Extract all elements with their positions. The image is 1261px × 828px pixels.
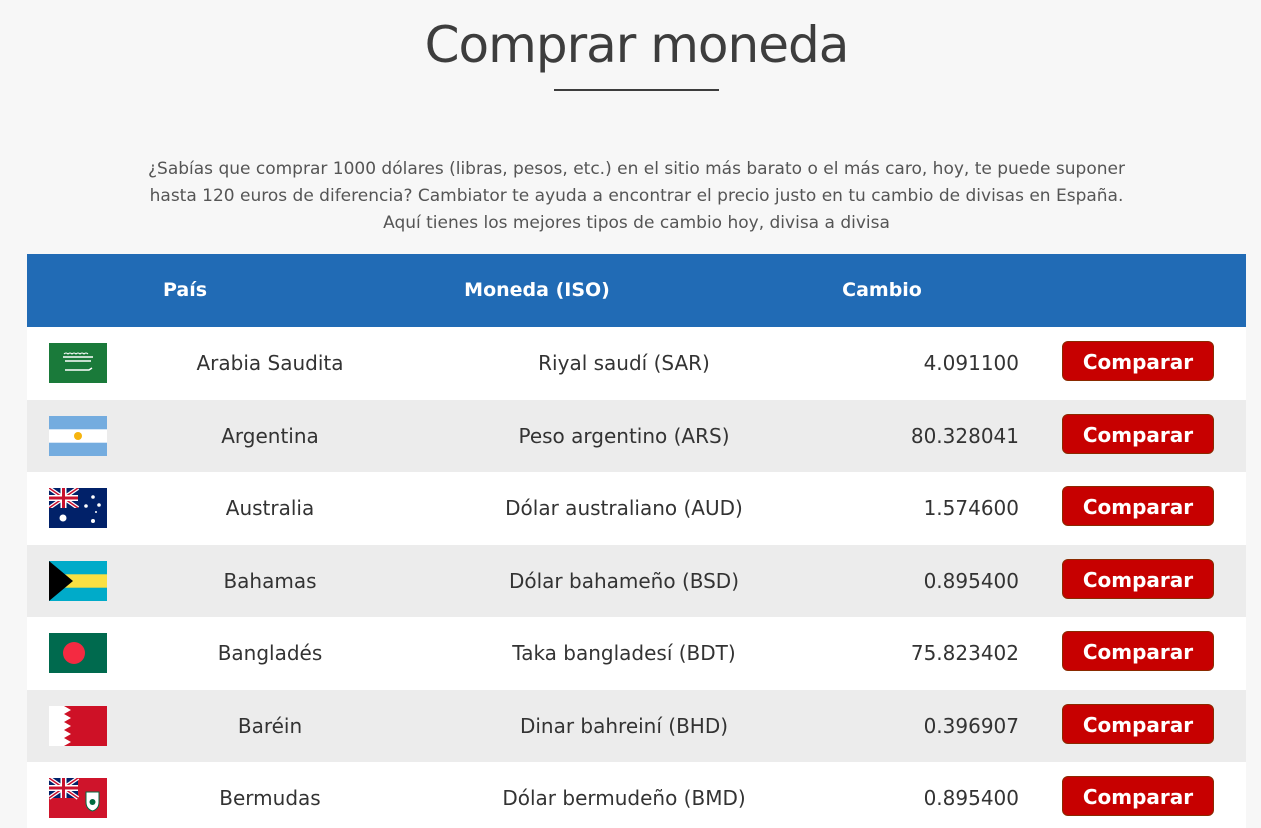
bermuda-flag-icon bbox=[49, 778, 107, 818]
exchange-rate: 0.396907 bbox=[923, 713, 1019, 738]
country-name: Arabia Saudita bbox=[196, 351, 344, 375]
table-row: Bangladés Taka bangladesí (BDT) 75.82340… bbox=[27, 617, 1246, 690]
intro-text: ¿Sabías que comprar 1000 dólares (libras… bbox=[100, 156, 1173, 237]
bahamas-flag-icon bbox=[49, 560, 107, 601]
table-row: Baréin Dinar bahreiní (BHD) 0.396907 Com… bbox=[27, 689, 1246, 762]
country-name: Argentina bbox=[221, 423, 319, 448]
compare-button[interactable]: Comparar bbox=[1062, 413, 1214, 454]
currency-name: Dólar bahameño (BSD) bbox=[508, 568, 740, 593]
country-name: Baréin bbox=[237, 713, 303, 738]
compare-button[interactable]: Comparar bbox=[1062, 703, 1214, 744]
intro-line: ¿Sabías que comprar 1000 dólares (libras… bbox=[148, 159, 1125, 179]
country-name: Bahamas bbox=[223, 568, 317, 593]
compare-button[interactable]: Comparar bbox=[1062, 631, 1214, 671]
bangladesh-flag-icon bbox=[49, 633, 107, 673]
compare-button[interactable]: Comparar bbox=[1062, 341, 1214, 381]
table-row: Bermudas Dólar bermudeño (BMD) 0.895400 … bbox=[27, 762, 1246, 828]
currency-name: Peso argentino (ARS) bbox=[518, 423, 730, 448]
table-header: País Moneda (ISO) Cambio bbox=[27, 254, 1246, 327]
saudi-arabia-flag-icon bbox=[49, 343, 107, 383]
header-country: País bbox=[162, 279, 208, 301]
country-name: Bermudas bbox=[219, 786, 321, 810]
bahrain-flag-icon bbox=[49, 705, 107, 746]
currency-name: Dólar bermudeño (BMD) bbox=[502, 786, 746, 810]
exchange-rate: 75.823402 bbox=[910, 641, 1019, 665]
table-row: Arabia Saudita Riyal saudí (SAR) 4.09110… bbox=[27, 327, 1246, 400]
currency-name: Riyal saudí (SAR) bbox=[538, 351, 710, 375]
country-name: Bangladés bbox=[217, 641, 323, 665]
header-rate: Cambio bbox=[842, 279, 922, 301]
table-row: Argentina Peso argentino (ARS) 80.328041… bbox=[27, 399, 1246, 472]
table-row: Australia Dólar australiano (AUD) 1.5746… bbox=[27, 472, 1246, 545]
title-underline bbox=[554, 89, 719, 91]
page-title: Comprar moneda bbox=[424, 16, 850, 74]
exchange-rate: 4.091100 bbox=[923, 351, 1019, 375]
currency-name: Taka bangladesí (BDT) bbox=[512, 641, 736, 665]
exchange-rate: 0.895400 bbox=[923, 568, 1019, 593]
currency-name: Dinar bahreiní (BHD) bbox=[519, 713, 729, 738]
compare-button[interactable]: Comparar bbox=[1062, 558, 1214, 599]
exchange-rate: 0.895400 bbox=[923, 786, 1019, 810]
intro-line: hasta 120 euros de diferencia? Cambiator… bbox=[149, 186, 1124, 206]
intro-line: Aquí tienes los mejores tipos de cambio … bbox=[383, 213, 890, 233]
table-row: Bahamas Dólar bahameño (BSD) 0.895400 Co… bbox=[27, 544, 1246, 617]
country-name: Australia bbox=[225, 496, 315, 520]
compare-button[interactable]: Comparar bbox=[1062, 486, 1214, 526]
argentina-flag-icon bbox=[49, 415, 107, 456]
exchange-rate: 1.574600 bbox=[923, 496, 1019, 520]
compare-button[interactable]: Comparar bbox=[1062, 776, 1214, 816]
exchange-rates-table: País Moneda (ISO) Cambio Arabia Saudita … bbox=[27, 254, 1246, 828]
australia-flag-icon bbox=[49, 488, 107, 528]
header-currency: Moneda (ISO) bbox=[464, 279, 610, 301]
currency-name: Dólar australiano (AUD) bbox=[505, 496, 743, 520]
exchange-rate: 80.328041 bbox=[910, 423, 1019, 448]
